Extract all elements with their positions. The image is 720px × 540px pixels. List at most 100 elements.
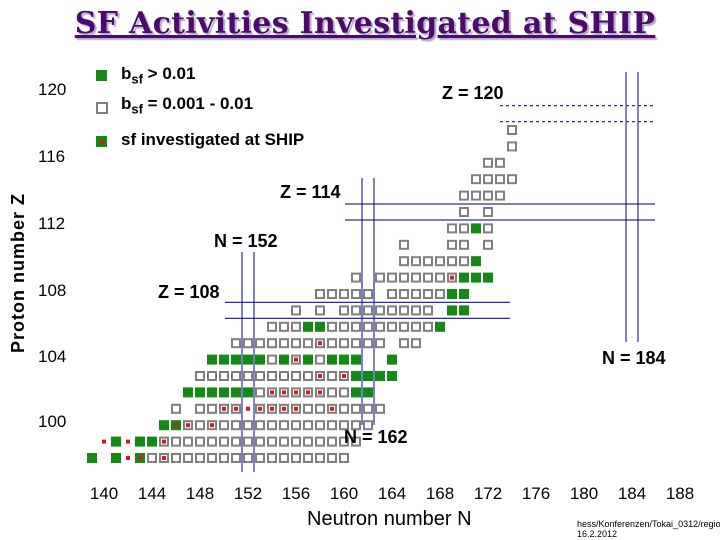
nuclide-cell-open (327, 420, 337, 431)
nuclide-cell-open (267, 420, 277, 431)
nuclide-cell-open (495, 174, 505, 185)
nuclide-cell-open (411, 289, 421, 299)
nuclide-cell-filled (159, 420, 169, 431)
nuclide-cell-open (459, 239, 469, 250)
nuclide-ship-marker (138, 456, 142, 460)
nuclide-cell-open (315, 453, 325, 463)
nuclide-ship-marker (342, 374, 346, 378)
nuclide-cell-open (315, 403, 325, 414)
nuclide-cell-open (351, 420, 361, 431)
nuclide-cell-open (231, 436, 241, 447)
nuclide-cell-filled (315, 321, 325, 332)
nuclide-cell-filled (111, 453, 121, 463)
nuclide-cell-open (171, 436, 181, 447)
nuclide-cell-open (183, 453, 193, 463)
nuclide-cell-open (195, 403, 205, 414)
nuclide-cell-filled (147, 436, 157, 447)
nuclide-cell-filled (387, 371, 397, 381)
nuclide-cell-filled (243, 387, 253, 398)
nuclide-cell-open (351, 436, 361, 447)
nuclide-cell-open (255, 387, 265, 398)
nuclide-ship-marker (318, 374, 322, 378)
nuclide-cell-open (195, 371, 205, 381)
x-tick-label: 152 (233, 484, 263, 503)
nuclide-cell-filled (447, 305, 457, 316)
nuclide-cell-filled (471, 223, 481, 234)
nuclide-cell-open (483, 190, 493, 201)
nuclide-cell-open (411, 256, 421, 267)
nuclide-cell-open (171, 403, 181, 414)
x-tick-label: 140 (89, 484, 119, 503)
nuclide-cell-open (483, 207, 493, 217)
nuclide-cell-open (339, 305, 349, 316)
nuclide-cell-open (351, 403, 361, 414)
nuclide-cell-open (375, 305, 385, 316)
nuclide-cell-open (183, 436, 193, 447)
nuclide-ship-marker (186, 423, 190, 428)
nuclide-cell-open (147, 453, 157, 463)
nuclide-cell-open (291, 338, 301, 349)
nuclide-cell-open (315, 289, 325, 299)
nuclide-cell-open (339, 436, 349, 447)
nuclide-cell-open (375, 321, 385, 332)
nuclide-cell-open (399, 289, 409, 299)
nuclide-cell-open (267, 338, 277, 349)
nuclide-cell-open (375, 272, 385, 283)
line-label-n184: N = 184 (602, 348, 666, 368)
nuclide-cell-filled (363, 371, 373, 381)
nuclide-cell-open (423, 256, 433, 267)
nuclide-cell-open (423, 289, 433, 299)
nuclide-cell-open (243, 436, 253, 447)
nuclide-cell-open (339, 321, 349, 332)
nuclide-cell-open (363, 420, 373, 431)
nuclide-cell-open (399, 305, 409, 316)
nuclide-cell-open (411, 321, 421, 332)
nuclide-cell-open (483, 223, 493, 234)
nuclide-cell-open (231, 371, 241, 381)
nuclide-cell-open (423, 272, 433, 283)
nuclide-cell-open (339, 420, 349, 431)
nuclide-cell-open (303, 420, 313, 431)
nuclide-cell-open (411, 305, 421, 316)
nuclide-ship-marker (258, 406, 262, 411)
nuclide-cell-open (255, 420, 265, 431)
nuclide-ship-marker (294, 390, 298, 395)
nuclide-cell-open (447, 256, 457, 267)
x-tick-label: 188 (665, 484, 695, 503)
nuclide-cell-open (459, 207, 469, 217)
line-label-z114: Z = 114 (280, 182, 341, 202)
nuclide-cell-filled (459, 289, 469, 299)
nuclide-ship-marker (126, 456, 130, 460)
nuclide-cell-open (279, 321, 289, 332)
nuclide-cell-open (423, 321, 433, 332)
nuclide-cell-filled (279, 354, 289, 365)
nuclide-cell-open (363, 321, 373, 332)
nuclide-cell-open (483, 174, 493, 185)
nuclide-cell-open (327, 436, 337, 447)
y-tick-label: 104 (38, 347, 67, 366)
nuclide-cell-open (327, 387, 337, 398)
nuclide-cell-open (339, 453, 349, 463)
legend-open-swatch (96, 102, 108, 114)
nuclide-cell-open (471, 190, 481, 201)
nuclide-cell-open (339, 403, 349, 414)
nuclide-cell-open (363, 338, 373, 349)
nuclide-cell-filled (471, 272, 481, 283)
nuclide-cell-open (303, 453, 313, 463)
x-tick-label: 176 (521, 484, 551, 503)
nuclide-cell-open (507, 174, 517, 185)
nuclide-cell-open (243, 371, 253, 381)
x-tick-label: 164 (377, 484, 407, 503)
nuclide-cell-filled (459, 272, 469, 283)
nuclide-cell-open (363, 289, 373, 299)
y-tick-label: 108 (38, 281, 67, 300)
nuclide-ship-marker (330, 406, 334, 411)
nuclide-cell-open (291, 453, 301, 463)
nuclide-cell-open (387, 321, 397, 332)
nuclide-cell-open (495, 190, 505, 201)
nuclide-cell-open (387, 305, 397, 316)
nuclide-cell-open (387, 289, 397, 299)
nuclide-cell-open (351, 289, 361, 299)
nuclide-cell-open (315, 354, 325, 365)
nuclide-ship-marker (246, 406, 250, 411)
